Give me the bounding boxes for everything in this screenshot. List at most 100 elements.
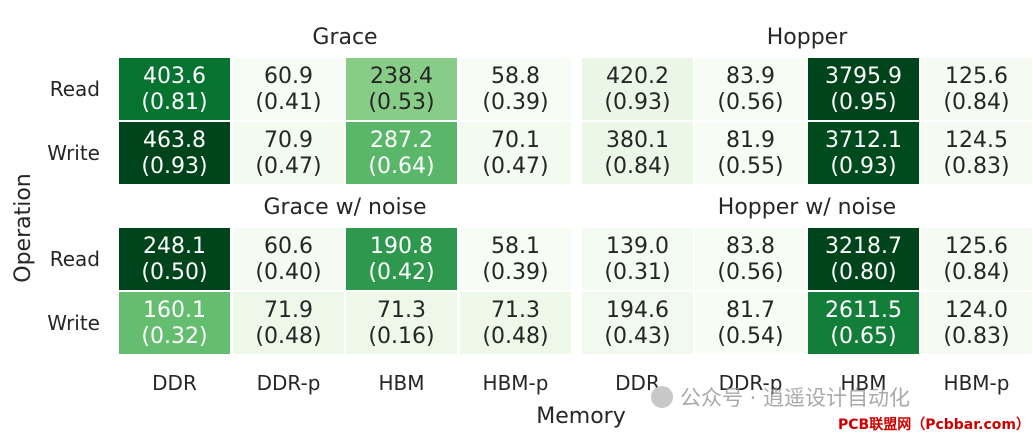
- cell-value: 420.2: [606, 64, 669, 89]
- x-tick-label: DDR: [152, 371, 197, 395]
- cell-value: 124.0: [945, 298, 1008, 323]
- heatmap-cell: [808, 122, 919, 184]
- heatmap-cell: [921, 292, 1032, 354]
- cell-value: 403.6: [143, 64, 206, 89]
- watermark: 公众号 · 逍遥设计自动化 PCB联盟网（Pcbbar.com）: [651, 386, 1033, 436]
- y-axis-label: Operation: [11, 173, 36, 282]
- cell-fraction: (0.50): [141, 260, 207, 285]
- cell-fraction: (0.64): [368, 154, 434, 179]
- heatmap-cell: [921, 122, 1032, 184]
- heatmap-cell: [233, 58, 344, 120]
- heatmap-panel: Grace Read 403.6(0.81) 60.9(0.41) 238.4(0.53…: [47, 25, 571, 184]
- heatmap-cell: [695, 292, 806, 354]
- cell-fraction: (0.84): [943, 260, 1009, 285]
- cell-fraction: (0.16): [368, 324, 434, 349]
- heatmap-cell: [460, 228, 571, 290]
- cell-value: 190.8: [370, 234, 433, 259]
- heatmap-cell: [808, 228, 919, 290]
- cell-fraction: (0.53): [368, 90, 434, 115]
- cell-fraction: (0.32): [141, 324, 207, 349]
- cell-value: 83.8: [726, 234, 775, 259]
- cell-fraction: (0.83): [943, 324, 1009, 349]
- cell-fraction: (0.80): [830, 260, 896, 285]
- x-tick-label: DDR: [615, 371, 660, 395]
- heatmap-cell: [582, 58, 693, 120]
- heatmap-cell: [119, 228, 230, 290]
- heatmap-cell: [582, 292, 693, 354]
- heatmap-cell: [582, 122, 693, 184]
- cell-fraction: (0.83): [943, 154, 1009, 179]
- row-label: Write: [47, 311, 100, 335]
- heatmap-panel: Grace w/ noise Read 248.1(0.50) 60.6(0.40) 1…: [47, 195, 571, 354]
- heatmap-cell: [233, 292, 344, 354]
- heatmap-cell: [808, 292, 919, 354]
- cell-value: 3712.1: [825, 128, 902, 153]
- x-tick-label: DDR-p: [719, 371, 783, 395]
- cell-fraction: (0.47): [255, 154, 321, 179]
- panel-title: Hopper w/ noise: [718, 195, 896, 220]
- cell-fraction: (0.54): [717, 324, 783, 349]
- heatmap-cell: [921, 228, 1032, 290]
- cell-fraction: (0.65): [830, 324, 896, 349]
- x-tick-label: HBM: [378, 371, 424, 395]
- heatmap-panel: Hopper420.2(0.93)83.9(0.56)3795.9(0.95)1…: [582, 25, 1032, 184]
- cell-value: 3795.9: [825, 64, 902, 89]
- cell-value: 287.2: [370, 128, 433, 153]
- cell-fraction: (0.42): [368, 260, 434, 285]
- heatmap-cell: [119, 292, 230, 354]
- heatmap-cell: [921, 58, 1032, 120]
- heatmap-panels: Grace Read 403.6(0.81) 60.9(0.41) 238.4(0.53…: [47, 25, 1032, 354]
- row-label: Read: [50, 77, 100, 101]
- cell-value: 194.6: [606, 298, 669, 323]
- cell-value: 380.1: [606, 128, 669, 153]
- cell-value: 463.8: [143, 128, 206, 153]
- watermark-text: 公众号 · 逍遥设计自动化: [680, 386, 910, 410]
- cell-fraction: (0.48): [482, 324, 548, 349]
- cell-fraction: (0.48): [255, 324, 321, 349]
- cell-value: 71.9: [264, 298, 313, 323]
- cell-fraction: (0.55): [717, 154, 783, 179]
- x-tick-label: HBM-p: [483, 371, 549, 395]
- panel-title: Grace w/ noise: [263, 195, 426, 220]
- watermark-site: PCB联盟网（Pcbbar.com）: [838, 417, 1030, 433]
- heatmap-cell: [346, 122, 457, 184]
- cell-fraction: (0.56): [717, 260, 783, 285]
- heatmap-cell: [460, 292, 571, 354]
- heatmap-cell: [582, 228, 693, 290]
- cell-fraction: (0.95): [830, 90, 896, 115]
- x-tick-label: DDR-p: [257, 371, 321, 395]
- cell-value: 238.4: [370, 64, 433, 89]
- cell-value: 3218.7: [825, 234, 902, 259]
- cell-value: 160.1: [143, 298, 206, 323]
- cell-fraction: (0.31): [604, 260, 670, 285]
- cell-fraction: (0.43): [604, 324, 670, 349]
- cell-value: 248.1: [143, 234, 206, 259]
- panel-title: Grace: [312, 25, 377, 50]
- row-label: Read: [50, 247, 100, 271]
- cell-value: 71.3: [377, 298, 426, 323]
- cell-value: 70.1: [491, 128, 540, 153]
- cell-value: 58.8: [491, 64, 540, 89]
- cell-value: 81.7: [726, 298, 775, 323]
- cell-fraction: (0.39): [482, 260, 548, 285]
- cell-fraction: (0.40): [255, 260, 321, 285]
- cell-value: 71.3: [491, 298, 540, 323]
- cell-fraction: (0.81): [141, 90, 207, 115]
- heatmap-cell: [346, 292, 457, 354]
- cell-fraction: (0.93): [141, 154, 207, 179]
- heatmap-cell: [695, 58, 806, 120]
- cell-value: 124.5: [945, 128, 1008, 153]
- cell-value: 58.1: [491, 234, 540, 259]
- x-tick-label: HBM: [840, 371, 886, 395]
- cell-fraction: (0.84): [604, 154, 670, 179]
- row-label: Write: [47, 141, 100, 165]
- cell-fraction: (0.84): [943, 90, 1009, 115]
- cell-value: 60.9: [264, 64, 313, 89]
- x-tick-label: HBM-p: [944, 371, 1010, 395]
- heatmap-cell: [119, 122, 230, 184]
- watermark-site-bg: [826, 411, 1033, 436]
- cell-fraction: (0.39): [482, 90, 548, 115]
- cell-value: 81.9: [726, 128, 775, 153]
- wechat-icon: [651, 386, 673, 408]
